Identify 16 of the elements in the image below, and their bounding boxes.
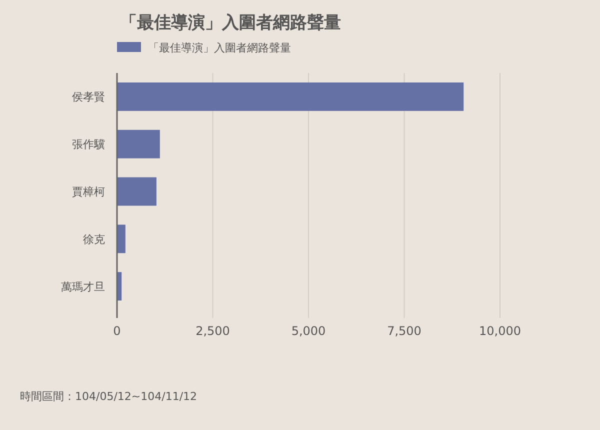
bar bbox=[117, 177, 156, 206]
text: 時間區間：104/05/12~104/11/12 bbox=[20, 390, 198, 403]
bar bbox=[117, 130, 160, 158]
legend-label: 「最佳導演」入圍者網路聲量 bbox=[148, 42, 291, 54]
y-tick-label: 徐克 bbox=[83, 232, 105, 246]
y-tick-label: 賈樟柯 bbox=[72, 186, 105, 198]
x-tick-label: 2,500 bbox=[196, 324, 230, 338]
x-tick-label: 10,000 bbox=[479, 324, 521, 338]
y-tick-label: 侯孝賢 bbox=[72, 90, 105, 104]
y-tick-label: 萬瑪才旦 bbox=[61, 280, 105, 294]
y-tick-label: 張作驥 bbox=[72, 138, 105, 152]
bar bbox=[117, 82, 464, 111]
x-tick-label: 7,500 bbox=[387, 324, 422, 338]
x-tick-label: 0 bbox=[113, 324, 121, 338]
x-tick-label: 5,000 bbox=[291, 324, 326, 338]
chart-title: 「最佳導演」入圍者網路聲量 bbox=[120, 13, 341, 33]
